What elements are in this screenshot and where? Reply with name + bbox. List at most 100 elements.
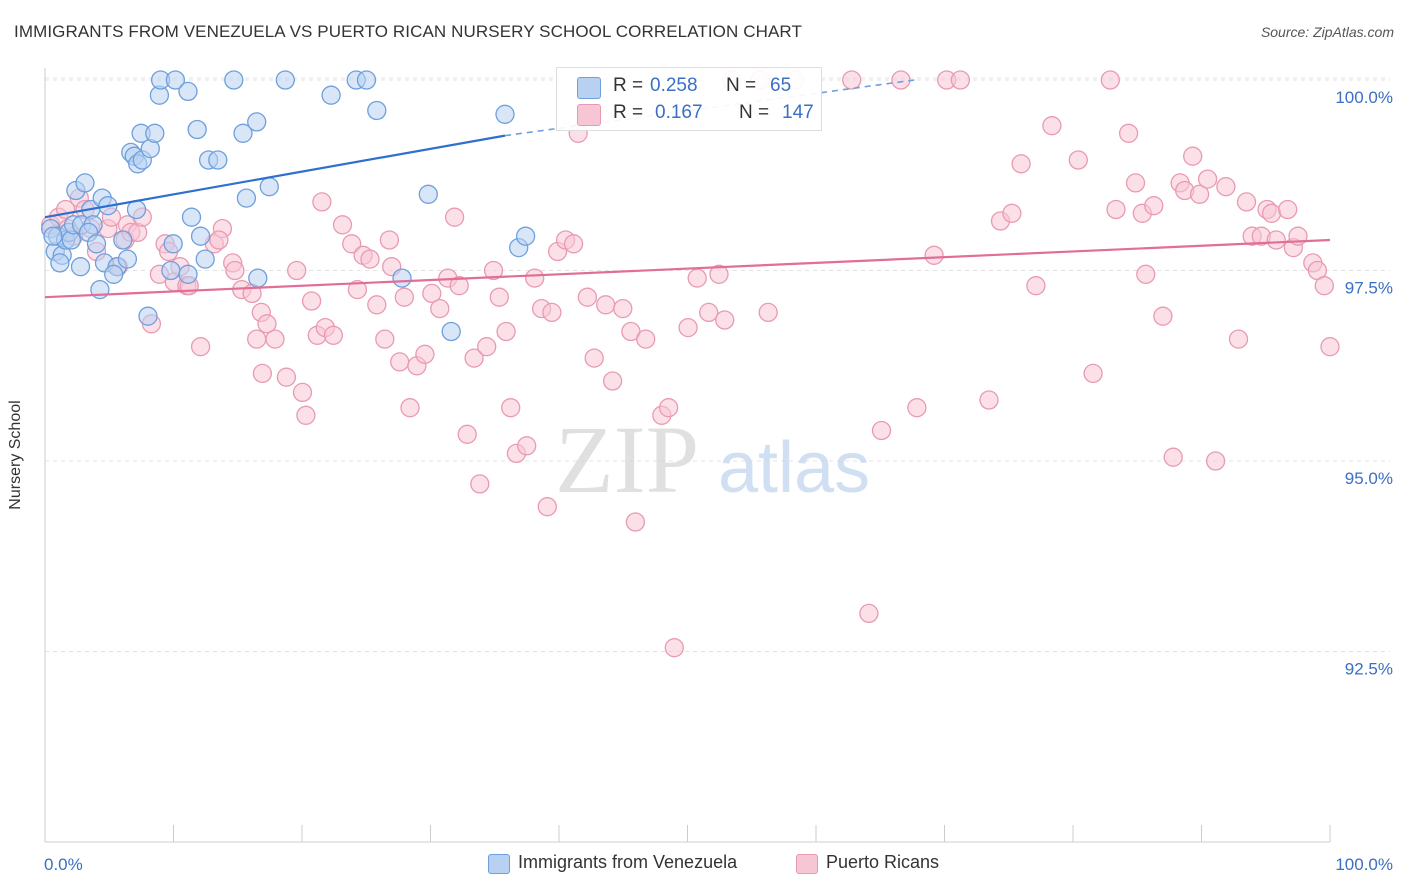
data-point-puerto-ricans — [1125, 173, 1146, 193]
data-point-venezuela — [321, 85, 341, 105]
data-point-venezuela — [233, 123, 253, 143]
data-point-venezuela — [224, 70, 244, 90]
x-tick-label: 100.0% — [1335, 855, 1393, 874]
legend-n-label: N = — [739, 102, 770, 123]
data-point-puerto-ricans — [394, 287, 414, 307]
data-point-puerto-ricans — [422, 283, 442, 304]
y-tick-label: 92.5% — [1345, 660, 1393, 679]
series-legend: Immigrants from Venezuela Puerto Ricans — [0, 852, 1406, 876]
data-point-puerto-ricans — [596, 295, 616, 315]
data-point-puerto-ricans — [602, 371, 623, 391]
data-point-venezuela — [70, 257, 91, 277]
series-venezuela — [41, 70, 536, 342]
data-point-puerto-ricans — [979, 390, 999, 410]
data-point-puerto-ricans — [247, 329, 267, 349]
data-point-venezuela — [187, 119, 207, 140]
data-point-puerto-ricans — [444, 207, 465, 227]
data-point-puerto-ricans — [1100, 70, 1120, 90]
data-point-puerto-ricans — [542, 302, 562, 323]
y-tick-label: 100.0% — [1335, 88, 1393, 107]
data-point-venezuela — [356, 70, 377, 90]
data-point-puerto-ricans — [483, 260, 504, 281]
data-point-puerto-ricans — [347, 279, 368, 300]
data-point-puerto-ricans — [1189, 184, 1210, 204]
watermark-zip: ZIP — [555, 406, 699, 513]
data-point-puerto-ricans — [842, 70, 862, 90]
stats-legend: R = 0.258 N = 65 R = 0.167 N = 147 — [556, 67, 822, 131]
data-point-venezuela — [113, 230, 133, 250]
chart-title: IMMIGRANTS FROM VENEZUELA VS PUERTO RICA… — [14, 22, 802, 41]
data-point-puerto-ricans — [709, 264, 729, 284]
trend-line-puerto-ricans — [44, 238, 1331, 299]
data-point-puerto-ricans — [1236, 192, 1257, 212]
data-point-venezuela — [161, 260, 181, 281]
legend-r-value: 0.167 — [655, 102, 703, 123]
x-tick-label: 0.0% — [44, 855, 83, 874]
data-point-venezuela — [392, 268, 412, 288]
data-point-venezuela — [195, 249, 215, 269]
data-point-puerto-ricans — [301, 291, 322, 311]
legend-r-label: R = — [613, 102, 644, 123]
data-point-puerto-ricans — [859, 603, 879, 624]
data-point-venezuela — [178, 264, 198, 284]
data-point-puerto-ricans — [464, 348, 484, 368]
data-point-puerto-ricans — [1216, 177, 1236, 197]
data-point-puerto-ricans — [1026, 276, 1046, 296]
data-point-puerto-ricans — [517, 436, 537, 456]
data-point-venezuela — [178, 81, 198, 102]
data-point-puerto-ricans — [1314, 276, 1334, 296]
data-point-puerto-ricans — [1266, 230, 1286, 250]
y-axis-label: Nursery School — [7, 400, 24, 510]
data-point-venezuela — [117, 249, 138, 269]
legend-r-label: R = — [613, 75, 644, 96]
data-point-puerto-ricans — [265, 329, 285, 349]
data-point-puerto-ricans — [950, 70, 971, 90]
y-tick-label: 97.5% — [1345, 279, 1393, 298]
source-label: Source: ZipAtlas.com — [1260, 24, 1394, 40]
data-point-venezuela — [50, 253, 70, 273]
data-point-venezuela — [43, 226, 63, 246]
data-point-venezuela — [181, 207, 202, 227]
data-point-puerto-ricans — [415, 344, 435, 364]
axes — [44, 68, 1331, 843]
data-point-puerto-ricans — [664, 638, 684, 658]
data-point-venezuela — [259, 177, 279, 197]
data-point-venezuela — [208, 150, 228, 170]
legend-r-value: 0.258 — [650, 75, 698, 96]
data-point-puerto-ricans — [577, 287, 598, 307]
data-point-puerto-ricans — [367, 295, 387, 315]
data-point-puerto-ricans — [658, 398, 679, 418]
data-point-puerto-ricans — [1136, 264, 1156, 284]
legend-n-label: N = — [726, 75, 757, 96]
data-point-puerto-ricans — [1068, 150, 1088, 170]
data-point-puerto-ricans — [225, 260, 245, 281]
data-point-venezuela — [75, 173, 95, 193]
data-point-puerto-ricans — [537, 497, 557, 517]
data-point-venezuela — [190, 226, 211, 246]
data-point-venezuela — [86, 234, 107, 254]
legend-swatch-venezuela — [488, 854, 510, 874]
data-point-puerto-ricans — [1205, 451, 1226, 471]
data-point-puerto-ricans — [332, 215, 353, 235]
data-point-venezuela — [367, 100, 387, 121]
data-point-venezuela — [515, 226, 536, 246]
data-point-puerto-ricans — [1197, 169, 1218, 189]
tick-labels: 92.5% 95.0% 97.5% 100.0% 0.0% 100.0% — [44, 88, 1393, 874]
data-point-puerto-ricans — [625, 512, 646, 532]
data-point-venezuela — [138, 306, 158, 326]
data-point-puerto-ricans — [1261, 203, 1282, 223]
data-point-puerto-ricans — [687, 268, 707, 288]
legend-n-value: 65 — [770, 75, 792, 96]
data-point-puerto-ricans — [1144, 196, 1164, 216]
data-point-puerto-ricans — [209, 230, 229, 250]
data-point-venezuela — [495, 104, 515, 124]
data-point-puerto-ricans — [470, 474, 490, 494]
legend-swatch-venezuela — [577, 77, 601, 99]
data-point-puerto-ricans — [287, 260, 307, 281]
data-point-puerto-ricans — [457, 424, 477, 444]
watermark: ZIP atlas — [555, 406, 870, 513]
data-point-puerto-ricans — [430, 298, 450, 319]
trend-line-venezuela — [44, 134, 506, 219]
data-point-puerto-ricans — [1228, 329, 1249, 349]
